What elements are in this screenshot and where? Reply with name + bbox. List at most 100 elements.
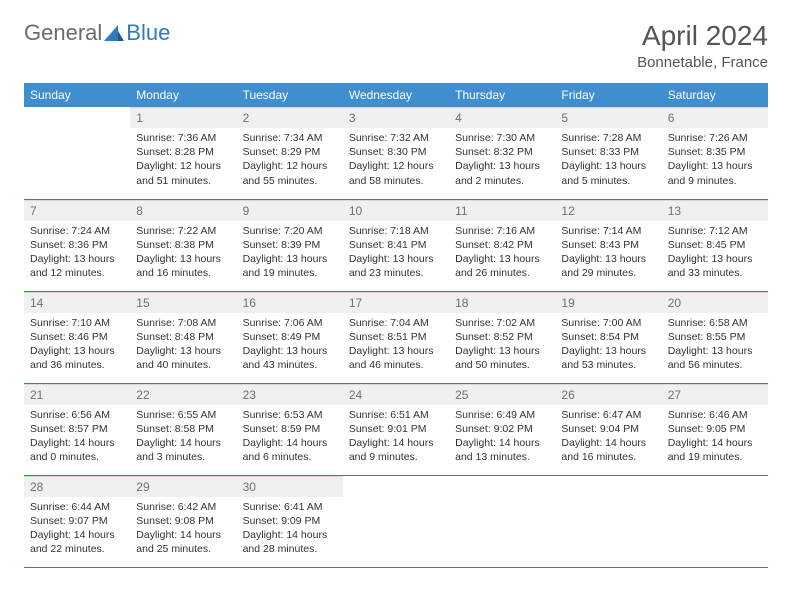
calendar-cell: 21Sunrise: 6:56 AMSunset: 8:57 PMDayligh… <box>24 383 130 475</box>
day-details: Sunrise: 6:53 AMSunset: 8:59 PMDaylight:… <box>237 405 343 469</box>
sunset-text: Sunset: 9:02 PM <box>455 422 549 436</box>
daylight-text: Daylight: 14 hours and 9 minutes. <box>349 436 443 464</box>
day-number: 30 <box>237 476 343 497</box>
daylight-text: Daylight: 13 hours and 29 minutes. <box>561 252 655 280</box>
calendar-cell: 6Sunrise: 7:26 AMSunset: 8:35 PMDaylight… <box>662 107 768 199</box>
day-number: 25 <box>449 384 555 405</box>
sunrise-text: Sunrise: 7:08 AM <box>136 316 230 330</box>
logo-text-blue: Blue <box>126 20 170 46</box>
sunrise-text: Sunrise: 7:10 AM <box>30 316 124 330</box>
sunrise-text: Sunrise: 7:20 AM <box>243 224 337 238</box>
day-number: 23 <box>237 384 343 405</box>
sunset-text: Sunset: 9:08 PM <box>136 514 230 528</box>
sunrise-text: Sunrise: 6:41 AM <box>243 500 337 514</box>
day-details: Sunrise: 6:51 AMSunset: 9:01 PMDaylight:… <box>343 405 449 469</box>
sunset-text: Sunset: 8:57 PM <box>30 422 124 436</box>
day-number: 4 <box>449 107 555 128</box>
calendar-cell <box>555 475 661 567</box>
sunset-text: Sunset: 8:30 PM <box>349 145 443 159</box>
daylight-text: Daylight: 14 hours and 28 minutes. <box>243 528 337 556</box>
day-details: Sunrise: 6:47 AMSunset: 9:04 PMDaylight:… <box>555 405 661 469</box>
day-details: Sunrise: 7:28 AMSunset: 8:33 PMDaylight:… <box>555 128 661 192</box>
sunrise-text: Sunrise: 7:02 AM <box>455 316 549 330</box>
calendar-header: SundayMondayTuesdayWednesdayThursdayFrid… <box>24 83 768 107</box>
day-number: 10 <box>343 200 449 221</box>
daylight-text: Daylight: 13 hours and 53 minutes. <box>561 344 655 372</box>
daylight-text: Daylight: 14 hours and 22 minutes. <box>30 528 124 556</box>
day-details: Sunrise: 7:22 AMSunset: 8:38 PMDaylight:… <box>130 221 236 285</box>
calendar-cell: 29Sunrise: 6:42 AMSunset: 9:08 PMDayligh… <box>130 475 236 567</box>
sunset-text: Sunset: 8:29 PM <box>243 145 337 159</box>
day-number: 12 <box>555 200 661 221</box>
sunset-text: Sunset: 8:45 PM <box>668 238 762 252</box>
sunrise-text: Sunrise: 7:00 AM <box>561 316 655 330</box>
sunrise-text: Sunrise: 7:30 AM <box>455 131 549 145</box>
calendar-cell: 9Sunrise: 7:20 AMSunset: 8:39 PMDaylight… <box>237 199 343 291</box>
day-number: 24 <box>343 384 449 405</box>
day-details: Sunrise: 7:18 AMSunset: 8:41 PMDaylight:… <box>343 221 449 285</box>
day-number: 2 <box>237 107 343 128</box>
daylight-text: Daylight: 13 hours and 43 minutes. <box>243 344 337 372</box>
daylight-text: Daylight: 14 hours and 6 minutes. <box>243 436 337 464</box>
daylight-text: Daylight: 13 hours and 56 minutes. <box>668 344 762 372</box>
sunrise-text: Sunrise: 6:56 AM <box>30 408 124 422</box>
calendar-cell: 30 Sunrise: 6:41 AMSunset: 9:09 PMDayligh… <box>237 475 343 567</box>
calendar-week: 28Sunrise: 6:44 AMSunset: 9:07 PMDayligh… <box>24 475 768 567</box>
sunset-text: Sunset: 8:48 PM <box>136 330 230 344</box>
sunset-text: Sunset: 8:28 PM <box>136 145 230 159</box>
day-header: Monday <box>130 83 236 107</box>
sunset-text: Sunset: 8:39 PM <box>243 238 337 252</box>
day-details: Sunrise: 7:04 AMSunset: 8:51 PMDaylight:… <box>343 313 449 377</box>
day-number: 28 <box>24 476 130 497</box>
day-details: Sunrise: 7:16 AMSunset: 8:42 PMDaylight:… <box>449 221 555 285</box>
sunrise-text: Sunrise: 7:04 AM <box>349 316 443 330</box>
sunset-text: Sunset: 8:32 PM <box>455 145 549 159</box>
calendar-cell: 20Sunrise: 6:58 AMSunset: 8:55 PMDayligh… <box>662 291 768 383</box>
calendar-cell: 3Sunrise: 7:32 AMSunset: 8:30 PMDaylight… <box>343 107 449 199</box>
calendar-cell: 19Sunrise: 7:00 AMSunset: 8:54 PMDayligh… <box>555 291 661 383</box>
sunrise-text: Sunrise: 7:18 AM <box>349 224 443 238</box>
calendar-cell: 7Sunrise: 7:24 AMSunset: 8:36 PMDaylight… <box>24 199 130 291</box>
sunset-text: Sunset: 8:41 PM <box>349 238 443 252</box>
day-details: Sunrise: 6:49 AMSunset: 9:02 PMDaylight:… <box>449 405 555 469</box>
daylight-text: Daylight: 13 hours and 19 minutes. <box>243 252 337 280</box>
day-details: Sunrise: 6:42 AMSunset: 9:08 PMDaylight:… <box>130 497 236 561</box>
calendar-cell: 27Sunrise: 6:46 AMSunset: 9:05 PMDayligh… <box>662 383 768 475</box>
day-details: Sunrise: 6:44 AMSunset: 9:07 PMDaylight:… <box>24 497 130 561</box>
daylight-text: Daylight: 13 hours and 46 minutes. <box>349 344 443 372</box>
day-details: Sunrise: 6:56 AMSunset: 8:57 PMDaylight:… <box>24 405 130 469</box>
daylight-text: Daylight: 14 hours and 19 minutes. <box>668 436 762 464</box>
daylight-text: Daylight: 14 hours and 3 minutes. <box>136 436 230 464</box>
day-number: 13 <box>662 200 768 221</box>
daylight-text: Daylight: 12 hours and 58 minutes. <box>349 159 443 187</box>
logo-text-general: General <box>24 20 102 46</box>
day-details: Sunrise: 7:02 AMSunset: 8:52 PMDaylight:… <box>449 313 555 377</box>
daylight-text: Daylight: 12 hours and 51 minutes. <box>136 159 230 187</box>
day-number: 21 <box>24 384 130 405</box>
day-number: 26 <box>555 384 661 405</box>
sunrise-text: Sunrise: 7:28 AM <box>561 131 655 145</box>
calendar-cell: 17Sunrise: 7:04 AMSunset: 8:51 PMDayligh… <box>343 291 449 383</box>
daylight-text: Daylight: 13 hours and 36 minutes. <box>30 344 124 372</box>
sunset-text: Sunset: 9:09 PM <box>243 514 337 528</box>
calendar-cell: 4Sunrise: 7:30 AMSunset: 8:32 PMDaylight… <box>449 107 555 199</box>
calendar-cell: 23Sunrise: 6:53 AMSunset: 8:59 PMDayligh… <box>237 383 343 475</box>
day-number: 11 <box>449 200 555 221</box>
daylight-text: Daylight: 13 hours and 23 minutes. <box>349 252 443 280</box>
calendar-week: 14Sunrise: 7:10 AMSunset: 8:46 PMDayligh… <box>24 291 768 383</box>
logo: General Blue <box>24 20 170 46</box>
sunrise-text: Sunrise: 6:47 AM <box>561 408 655 422</box>
sunrise-text: Sunrise: 7:06 AM <box>243 316 337 330</box>
sunset-text: Sunset: 8:54 PM <box>561 330 655 344</box>
sunset-text: Sunset: 9:07 PM <box>30 514 124 528</box>
daylight-text: Daylight: 13 hours and 26 minutes. <box>455 252 549 280</box>
calendar-cell: 8Sunrise: 7:22 AMSunset: 8:38 PMDaylight… <box>130 199 236 291</box>
day-number: 7 <box>24 200 130 221</box>
sunrise-text: Sunrise: 7:16 AM <box>455 224 549 238</box>
day-header: Thursday <box>449 83 555 107</box>
day-details: Sunrise: 7:30 AMSunset: 8:32 PMDaylight:… <box>449 128 555 192</box>
calendar-cell: 12Sunrise: 7:14 AMSunset: 8:43 PMDayligh… <box>555 199 661 291</box>
day-number: 15 <box>130 292 236 313</box>
sunrise-text: Sunrise: 7:22 AM <box>136 224 230 238</box>
day-header: Wednesday <box>343 83 449 107</box>
